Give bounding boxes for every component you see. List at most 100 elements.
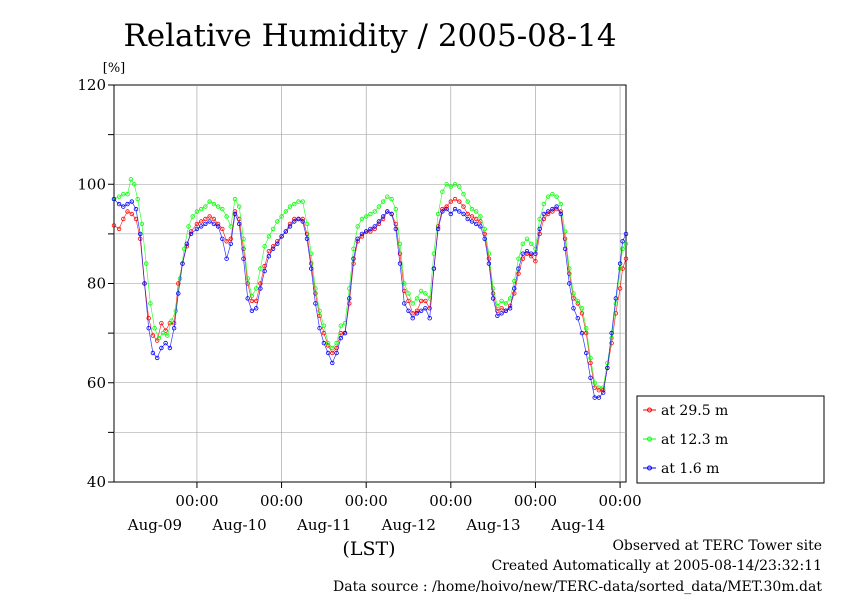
- data-point: [461, 191, 466, 197]
- data-point: [617, 266, 623, 271]
- data-point: [296, 216, 301, 222]
- data-point: [150, 333, 156, 338]
- data-point: [258, 266, 263, 271]
- data-point: [133, 206, 139, 212]
- data-point: [529, 251, 534, 256]
- data-point: [321, 340, 327, 346]
- data-point: [176, 291, 181, 296]
- data-point: [355, 224, 360, 229]
- data-point: [440, 209, 445, 214]
- data-point: [372, 224, 377, 229]
- data-point: [474, 216, 479, 222]
- data-point: [516, 271, 521, 276]
- data-point: [414, 311, 420, 316]
- data-point: [512, 291, 517, 296]
- data-point: [163, 328, 168, 333]
- data-point: [215, 204, 221, 209]
- data-point: [300, 199, 305, 204]
- data-point: [159, 345, 164, 351]
- data-point: [567, 281, 572, 286]
- footer-data-source: Data source : /home/hoivo/new/TERC-data/…: [333, 579, 822, 595]
- data-point: [143, 261, 149, 266]
- data-point: [111, 223, 117, 228]
- data-point: [180, 261, 185, 266]
- data-point: [150, 350, 156, 356]
- x-tick-date-label: Aug-12: [381, 516, 436, 534]
- data-point: [469, 206, 475, 212]
- data-point: [171, 321, 177, 326]
- data-point: [111, 196, 117, 202]
- data-point: [121, 204, 126, 209]
- data-point: [588, 355, 593, 361]
- data-point: [224, 256, 229, 261]
- data-point: [478, 224, 483, 229]
- data-point: [359, 216, 365, 222]
- data-point: [275, 241, 280, 246]
- data-point: [232, 196, 238, 202]
- data-point: [402, 288, 407, 294]
- data-point: [236, 204, 242, 209]
- data-point: [355, 236, 360, 241]
- data-point: [397, 241, 403, 246]
- data-point: [194, 221, 200, 227]
- data-point: [338, 335, 343, 341]
- data-point: [457, 199, 462, 204]
- data-point: [220, 236, 225, 241]
- data-point: [605, 360, 610, 366]
- data-point: [592, 380, 597, 385]
- data-point: [486, 256, 492, 261]
- data-point: [283, 209, 288, 214]
- data-point: [529, 241, 534, 246]
- series-1: [111, 196, 629, 393]
- data-point: [304, 231, 310, 237]
- data-point: [249, 298, 255, 304]
- data-point: [469, 214, 475, 219]
- series-2: [111, 177, 629, 390]
- data-point: [461, 204, 466, 209]
- data-point: [116, 194, 122, 199]
- data-point: [266, 254, 272, 259]
- x-tick-date-label: Aug-11: [296, 516, 351, 534]
- data-point: [558, 201, 563, 207]
- data-point: [545, 211, 551, 217]
- data-point: [152, 326, 157, 331]
- data-point: [427, 306, 432, 311]
- data-point: [427, 316, 432, 321]
- data-point: [266, 248, 272, 254]
- data-point: [165, 333, 170, 338]
- data-point: [159, 321, 164, 326]
- data-point: [207, 219, 212, 224]
- data-point: [554, 194, 559, 199]
- data-point: [342, 321, 348, 326]
- data-point: [241, 246, 246, 251]
- data-point: [116, 226, 122, 232]
- data-point: [262, 268, 267, 274]
- data-point: [567, 271, 572, 276]
- data-point: [452, 206, 458, 212]
- data-point: [609, 330, 614, 336]
- data-point: [397, 251, 403, 256]
- data-point: [146, 326, 151, 331]
- data-point: [258, 281, 263, 286]
- x-axis: 00:00 Aug-09 00:00 Aug-10 00:00 Aug-11 00:00 Au…: [127, 482, 642, 534]
- data-point: [334, 340, 339, 346]
- y-axis-unit-label: [%]: [103, 61, 126, 76]
- series-3: [111, 196, 629, 400]
- data-point: [380, 199, 386, 204]
- data-point: [617, 286, 623, 291]
- data-point: [435, 211, 441, 217]
- data-point: [342, 330, 348, 336]
- y-axis: 40 60 80 100 120: [77, 76, 114, 491]
- x-tick-date-label: Aug-14: [550, 516, 605, 534]
- data-point: [232, 211, 238, 217]
- data-point: [469, 219, 475, 224]
- data-point: [393, 226, 398, 232]
- data-point: [211, 201, 217, 207]
- data-point: [309, 266, 314, 271]
- data-point: [129, 211, 134, 217]
- data-point: [236, 221, 242, 227]
- data-point: [245, 296, 250, 301]
- data-point: [550, 209, 555, 214]
- data-point: [262, 244, 267, 249]
- data-point: [448, 184, 453, 189]
